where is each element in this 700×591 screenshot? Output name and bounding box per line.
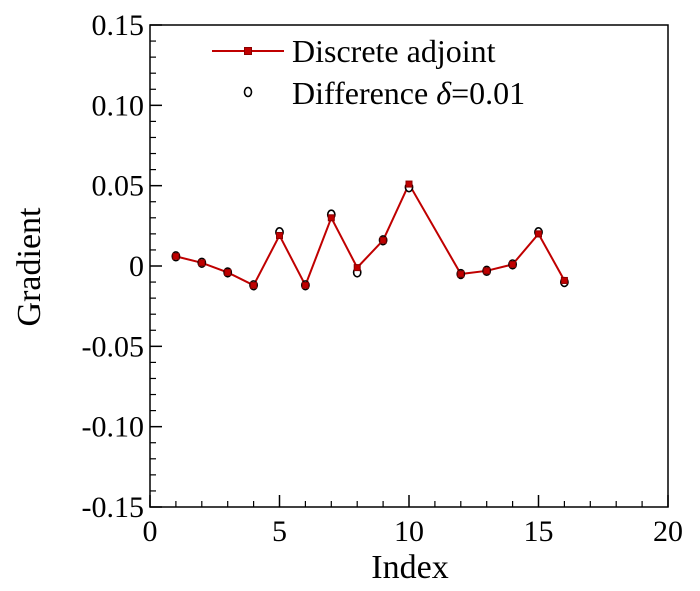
adjoint-point: [301, 281, 309, 289]
adjoint-point: [379, 236, 387, 244]
minor-ticks: [150, 40, 643, 507]
x-tick-label: 5: [272, 515, 287, 548]
legend-entry-discrete-adjoint: Discrete adjoint: [212, 33, 496, 69]
y-tick-labels: -0.15 -0.10 -0.05 0 0.05 0.10 0.15: [82, 9, 145, 524]
y-tick-label: -0.15: [82, 491, 145, 524]
y-tick-label: 0.15: [92, 9, 145, 42]
adjoint-point: [198, 259, 206, 267]
x-axis-title: Index: [371, 549, 448, 586]
plot-frame: [149, 24, 669, 508]
adjoint-point: [276, 231, 283, 239]
adjoint-point: [353, 264, 361, 272]
adjoint-point: [509, 260, 517, 268]
legend-label-difference-main: Difference: [292, 75, 436, 111]
adjoint-point: [405, 180, 413, 188]
x-tick-label: 10: [394, 515, 424, 548]
legend-label-difference-tail: =0.01: [451, 75, 525, 111]
x-tick-labels: 0 5 10 15 20: [143, 515, 684, 548]
x-tick-label: 15: [524, 515, 554, 548]
y-tick-label: -0.10: [82, 411, 145, 444]
legend-square-marker: [244, 47, 252, 55]
y-tick-label: 0.05: [92, 170, 145, 203]
adjoint-point: [483, 267, 491, 275]
legend-label-difference-delta: δ: [436, 75, 452, 111]
y-axis-title: Gradient: [11, 207, 48, 327]
legend-label-discrete-adjoint: Discrete adjoint: [292, 33, 496, 69]
y-tick-label: -0.05: [82, 330, 145, 363]
adjoint-point: [250, 281, 258, 289]
y-tick-label: 0: [129, 250, 144, 283]
x-tick-label: 0: [143, 515, 158, 548]
y-tick-label: 0.10: [92, 89, 145, 122]
adjoint-point: [327, 214, 335, 222]
adjoint-point: [172, 252, 180, 260]
x-tick-label: 20: [653, 515, 683, 548]
adjoint-point: [535, 230, 542, 238]
legend-label-difference: Difference δ=0.01: [292, 75, 525, 111]
series-layer: [171, 180, 569, 291]
adjoint-point: [560, 276, 568, 284]
series-line-discrete-adjoint: [175, 181, 566, 288]
adjoint-point: [457, 270, 465, 278]
adjoint-point: [224, 268, 232, 276]
legend-circle-marker: [243, 86, 253, 98]
legend-entry-difference: Difference δ=0.01: [243, 75, 525, 111]
legend: Discrete adjoint Difference δ=0.01: [212, 33, 525, 111]
